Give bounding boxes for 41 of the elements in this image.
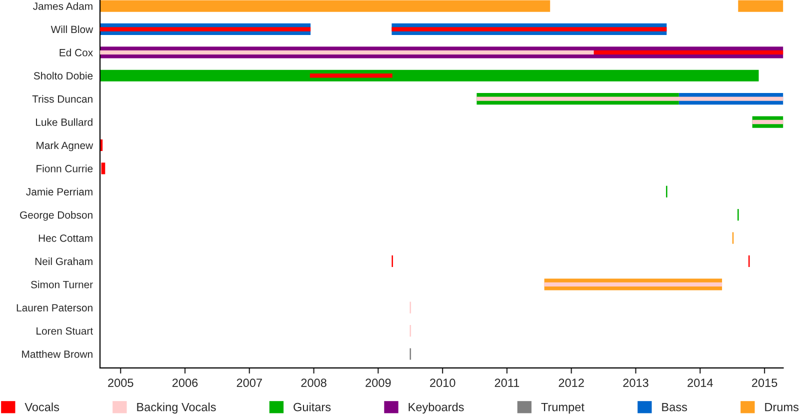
bar [544, 282, 722, 286]
bar [100, 0, 550, 12]
x-tick-label: 2014 [688, 378, 713, 388]
legend-label: Guitars [294, 402, 331, 412]
y-tick-label: Sholto Dobie [34, 72, 93, 80]
legend-label: Drums [765, 403, 799, 412]
y-tick-label: Lauren Paterson [16, 304, 92, 312]
bar [100, 70, 759, 82]
bar [476, 96, 784, 101]
x-tick-label: 2015 [752, 378, 778, 388]
y-tick-label: Simon Turner [31, 280, 93, 288]
x-tick-label: 2008 [301, 378, 326, 388]
x-tick-label: 2012 [558, 378, 584, 388]
bar [752, 120, 784, 124]
y-tick-label: Neil Graham [35, 257, 92, 266]
y-tick-label: Luke Bullard [36, 118, 92, 126]
y-tick-label: Loren Stuart [36, 327, 93, 335]
y-tick-label: Jamie Perriam [26, 188, 92, 196]
y-tick-label: Triss Duncan [32, 95, 92, 103]
y-tick-label: Fionn Currie [36, 164, 93, 172]
y-tick-label: George Dobson [20, 211, 92, 221]
legend-label: Bass [662, 403, 688, 412]
y-tick-label: Hec Cottam [38, 234, 92, 242]
x-tick-label: 2011 [494, 378, 520, 388]
y-tick-label: James Adam [33, 2, 92, 10]
legend-label: Backing Vocals [137, 402, 216, 414]
x-tick-label: 2013 [623, 378, 648, 388]
bar [100, 50, 594, 55]
y-tick-label: Matthew Brown [22, 350, 92, 358]
y-tick-label: Ed Cox [60, 48, 93, 56]
bar [738, 0, 784, 12]
x-tick-label: 2007 [236, 378, 262, 388]
x-tick-label: 2005 [108, 378, 134, 388]
legend-label: Trumpet [541, 403, 584, 414]
x-tick-label: 2010 [430, 378, 456, 388]
legend-label: Keyboards [408, 402, 464, 414]
y-tick-label: Will Blow [50, 25, 94, 34]
x-tick-label: 2006 [172, 378, 198, 388]
y-tick-label: Mark Agnew [36, 141, 94, 152]
legend-label: Vocals [24, 402, 60, 412]
x-tick-label: 2009 [366, 378, 391, 388]
